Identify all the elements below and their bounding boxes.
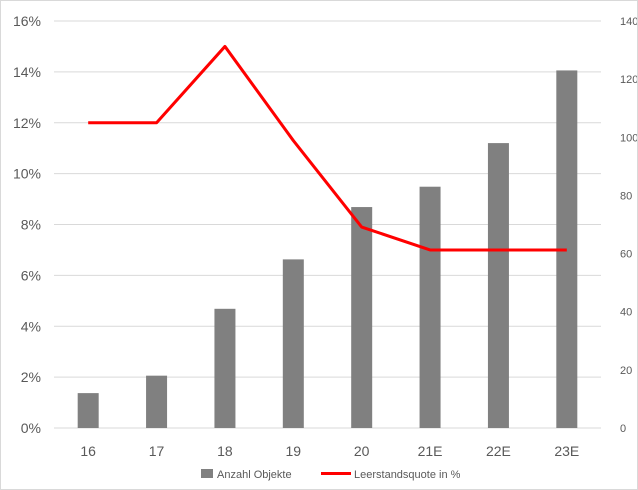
bar <box>487 143 509 428</box>
y-right-tick-label: 60 <box>620 249 632 261</box>
bar <box>282 259 304 428</box>
y-right-tick-label: 140 <box>620 16 637 28</box>
legend-label-line: Leerstandsquote in % <box>354 469 461 481</box>
y-right-tick-label: 20 <box>620 365 632 377</box>
legend-swatch-bars <box>201 469 213 478</box>
bar <box>419 186 441 428</box>
gridlines <box>54 20 601 429</box>
y-right-tick-label: 120 <box>620 74 637 86</box>
legend: Anzahl Objekte Leerstandsquote in % <box>201 469 461 481</box>
y-left-tick-label: 8% <box>21 217 41 233</box>
y-right-tick-label: 40 <box>620 307 632 319</box>
y-left-tick-label: 12% <box>13 115 41 131</box>
y-left-tick-label: 14% <box>13 64 41 80</box>
series-line <box>88 44 567 252</box>
y-left-tick-label: 4% <box>21 318 41 334</box>
x-tick-label: 19 <box>286 443 302 459</box>
y-left-tick-label: 16% <box>13 13 41 29</box>
x-tick-label: 16 <box>80 443 96 459</box>
y-left-tick-label: 2% <box>21 369 41 385</box>
x-tick-label: 22E <box>486 443 511 459</box>
x-tick-label: 23E <box>554 443 579 459</box>
y-right-tick-label: 100 <box>620 132 637 144</box>
x-tick-label: 20 <box>354 443 370 459</box>
bar <box>214 308 236 428</box>
bar <box>351 207 373 428</box>
y-right-tick-label: 80 <box>620 190 632 202</box>
y-left-tick-label: 6% <box>21 267 41 283</box>
x-axis: 16 17 18 19 20 21E 22E 23E <box>80 443 579 459</box>
y-axis-left: 0% 2% 4% 6% 8% 10% 12% 14% 16% <box>13 13 41 436</box>
y-left-tick-label: 0% <box>21 420 41 436</box>
x-tick-label: 18 <box>217 443 233 459</box>
bar-series <box>77 70 578 429</box>
line-series <box>88 44 567 252</box>
y-right-tick-label: 0 <box>620 423 626 435</box>
legend-label-bars: Anzahl Objekte <box>217 469 292 481</box>
x-tick-label: 17 <box>149 443 165 459</box>
bar <box>146 375 168 428</box>
x-tick-label: 21E <box>418 443 443 459</box>
bar <box>77 393 99 428</box>
y-left-tick-label: 10% <box>13 166 41 182</box>
y-axis-right: 0 20 40 60 80 100 120 140 <box>620 16 637 435</box>
